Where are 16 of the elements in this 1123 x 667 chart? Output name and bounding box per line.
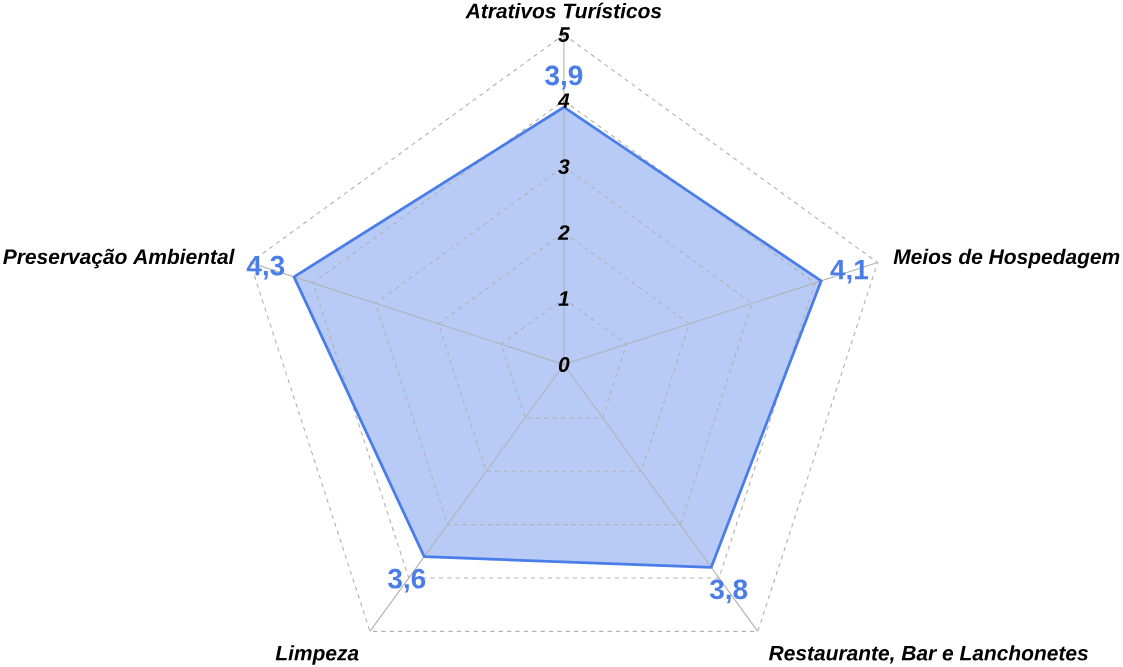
spoke-label: Meios de Hospedagem [893,248,1120,269]
y-tick-label: 1 [558,291,569,306]
y-tick-label: 5 [558,27,570,42]
spoke-label: Restaurante, Bar e Lanchonetes [768,644,1088,664]
y-tick-label: 3 [558,158,570,174]
y-tick-label: 0 [558,356,570,372]
y-tick-label: 4 [557,93,570,108]
data-label: 3,6 [388,568,426,593]
spoke-label: Atrativos Turísticos [465,2,662,19]
spoke-label: Preservação Ambiental [3,248,235,269]
data-label: 3,9 [545,65,583,90]
data-label: 4,1 [830,259,869,284]
data-label: 4,3 [246,255,285,280]
data-label: 3,8 [709,579,748,604]
y-tick-label: 2 [557,225,570,240]
spoke-label: Limpeza [275,644,359,665]
